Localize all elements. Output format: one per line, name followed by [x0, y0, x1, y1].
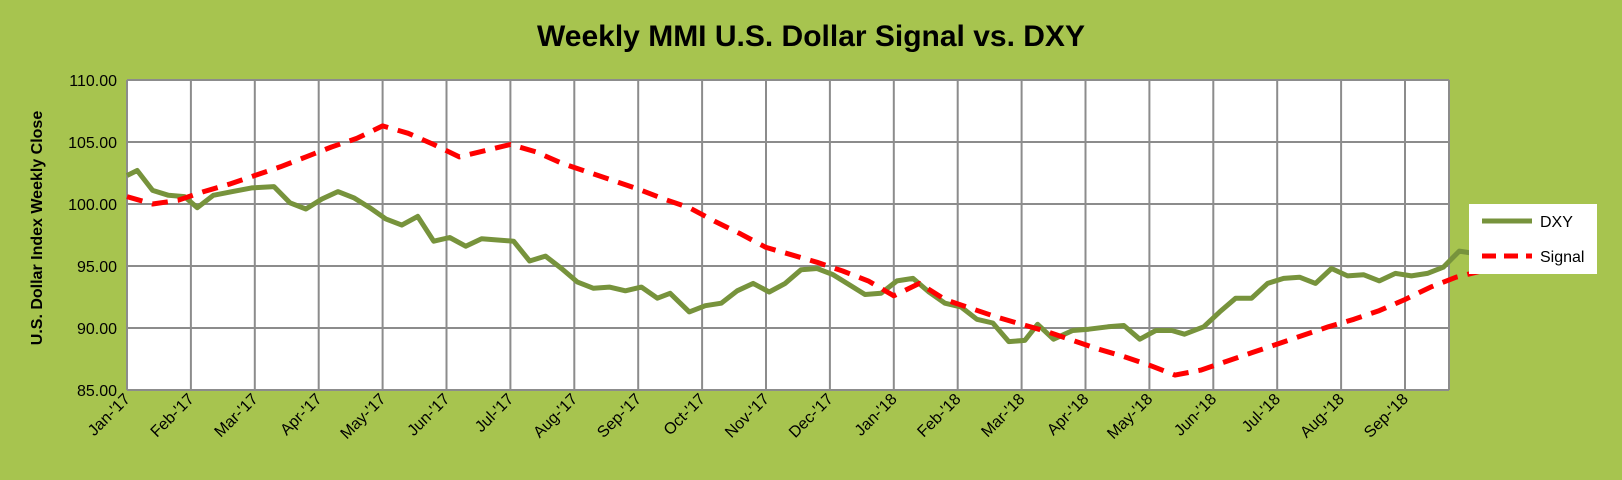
series-line-dxy	[125, 168, 1493, 345]
plot-area	[127, 80, 1449, 390]
y-tick-label: 110.00	[69, 73, 117, 90]
y-tick-label: 90.00	[77, 321, 117, 338]
y-tick-label: 100.00	[68, 197, 117, 214]
y-tick-label: 105.00	[68, 135, 117, 152]
x-tick-label: Aug-'17	[530, 391, 581, 442]
grid-lines	[126, 79, 1450, 391]
series-line-signal	[126, 123, 1560, 378]
x-tick-label: Jul-'18	[1239, 391, 1284, 436]
y-axis-ticks: 85.00 90.00 95.00 100.00 105.00 110.00	[68, 73, 117, 400]
legend-label-dxy: DXY	[1540, 214, 1573, 231]
x-tick-label: Sep-'17	[594, 391, 645, 442]
legend-box	[1469, 204, 1597, 274]
legend-label-signal: Signal	[1540, 249, 1584, 266]
x-tick-label: Jan-'18	[852, 391, 901, 440]
series-layer	[125, 123, 1560, 378]
x-tick-label: Feb-'17	[148, 391, 198, 441]
y-tick-label: 95.00	[77, 259, 117, 276]
x-axis-ticks: Jan-'17 Feb-'17 Mar-'17 Apr-'17 May-'17 Jun-'…	[85, 391, 1412, 443]
x-tick-label: Nov-'17	[722, 391, 773, 442]
y-axis-label: U.S. Dollar Index Weekly Close	[29, 111, 46, 346]
x-tick-label: Aug-'18	[1297, 391, 1348, 442]
x-tick-label: Dec-'17	[786, 391, 837, 442]
legend: DXY Signal	[1469, 204, 1597, 274]
x-tick-label: Apr-'18	[1044, 391, 1092, 439]
y-tick-label: 85.00	[77, 383, 117, 400]
x-tick-label: May-'17	[338, 391, 390, 443]
x-tick-label: Feb-'18	[915, 391, 965, 441]
x-tick-label: Jun-'18	[1171, 391, 1220, 440]
x-tick-label: Mar-'17	[212, 391, 262, 441]
x-tick-label: Apr-'17	[277, 391, 325, 439]
x-tick-label: Mar-'18	[978, 391, 1028, 441]
x-tick-label: Oct-'17	[661, 391, 709, 439]
x-tick-label: Jun-'17	[405, 391, 454, 440]
chart-title: Weekly MMI U.S. Dollar Signal vs. DXY	[537, 20, 1085, 53]
x-tick-label: Sep-'18	[1361, 391, 1412, 442]
x-tick-label: Jul-'17	[472, 391, 517, 436]
x-tick-label: May-'18	[1104, 391, 1156, 443]
